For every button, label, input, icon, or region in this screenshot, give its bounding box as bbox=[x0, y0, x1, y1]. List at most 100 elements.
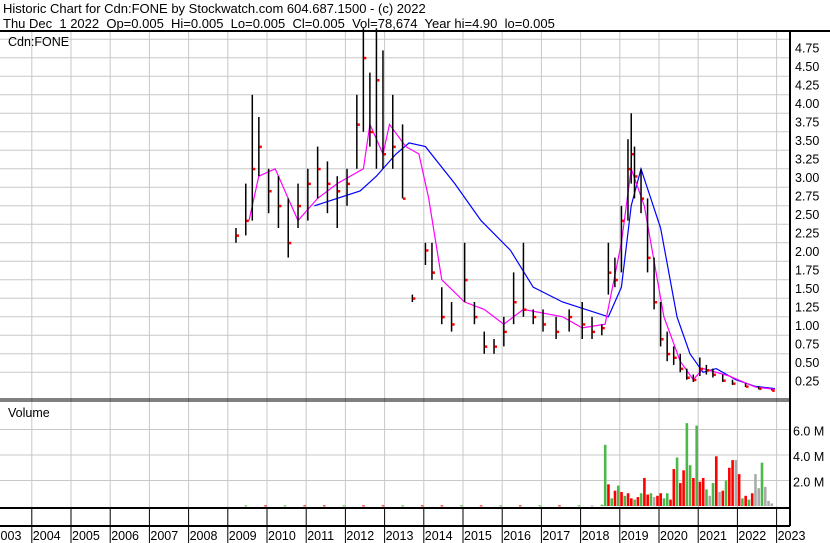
year-tick-label: 2019 bbox=[621, 529, 649, 543]
price-tick-label: 2.50 bbox=[795, 208, 819, 222]
close-dot bbox=[504, 330, 507, 334]
close-dot bbox=[236, 234, 239, 237]
volume-bar bbox=[630, 498, 633, 506]
price-tick-label: 4.00 bbox=[795, 97, 819, 111]
volume-bar bbox=[744, 495, 747, 506]
year-tick-label: 2022 bbox=[738, 529, 766, 543]
price-tick-label: 3.25 bbox=[795, 152, 819, 166]
year-tick-label: 2017 bbox=[542, 529, 570, 543]
volume-bar bbox=[322, 505, 326, 507]
volume-bar bbox=[747, 499, 751, 506]
year-tick-label: 2007 bbox=[150, 529, 178, 543]
volume-bar bbox=[652, 497, 656, 506]
price-tick-label: 0.50 bbox=[795, 356, 819, 370]
price-tick-label: 4.25 bbox=[795, 78, 819, 92]
volume-bar bbox=[649, 493, 653, 506]
close-dot bbox=[494, 345, 498, 348]
year-tick-label: 2016 bbox=[503, 529, 531, 543]
year-tick-label: 2003 bbox=[0, 529, 21, 543]
close-dot bbox=[442, 315, 445, 319]
volume-bar bbox=[460, 505, 463, 507]
close-dot bbox=[452, 323, 455, 326]
volume-bar bbox=[659, 493, 663, 506]
volume-bar bbox=[656, 495, 659, 506]
close-dot bbox=[631, 153, 635, 156]
year-tick-label: 2011 bbox=[307, 529, 334, 543]
close-dot bbox=[648, 256, 651, 260]
volume-bar bbox=[646, 494, 649, 506]
moving-average-long-line bbox=[314, 142, 776, 390]
volume-bar bbox=[708, 495, 712, 506]
volume-bar bbox=[701, 477, 705, 506]
year-tick-label: 2004 bbox=[33, 529, 61, 543]
volume-bar bbox=[711, 483, 715, 506]
volume-bar bbox=[499, 505, 502, 507]
close-dot bbox=[357, 123, 360, 126]
price-tick-label: 1.75 bbox=[795, 263, 819, 277]
volume-bar bbox=[665, 493, 669, 506]
year-tick-label: 2013 bbox=[386, 529, 414, 543]
volume-bar bbox=[264, 505, 267, 507]
close-dot bbox=[318, 167, 321, 171]
price-tick-label: 3.75 bbox=[795, 115, 819, 129]
volume-bar bbox=[705, 489, 708, 506]
volume-panel-label: Volume bbox=[8, 406, 50, 420]
close-dot bbox=[635, 175, 638, 178]
close-dot bbox=[393, 145, 396, 149]
close-dot bbox=[514, 301, 517, 304]
close-dot bbox=[278, 204, 282, 208]
chart-title: Historic Chart for Cdn:FONE by Stockwatc… bbox=[3, 1, 426, 16]
close-dot bbox=[582, 323, 586, 326]
close-dot bbox=[713, 373, 716, 377]
volume-bar bbox=[695, 425, 698, 506]
close-dot bbox=[700, 367, 703, 371]
volume-bar bbox=[692, 477, 695, 506]
close-dot bbox=[376, 79, 380, 82]
close-dot bbox=[432, 271, 435, 274]
volume-bar bbox=[741, 498, 744, 506]
year-tick-label: 2020 bbox=[660, 529, 688, 543]
volume-bar bbox=[620, 491, 623, 506]
volume-bar bbox=[728, 467, 731, 506]
volume-bar bbox=[401, 505, 404, 507]
volume-bar bbox=[682, 470, 685, 506]
volume-bar bbox=[538, 505, 542, 507]
close-dot bbox=[246, 219, 249, 223]
volume-bar bbox=[623, 495, 627, 506]
volume-bar bbox=[757, 488, 761, 506]
volume-bar bbox=[675, 457, 679, 506]
close-dot bbox=[772, 389, 775, 392]
price-tick-label: 1.50 bbox=[795, 282, 819, 296]
volume-bar bbox=[616, 485, 620, 506]
volume-bar bbox=[303, 505, 306, 507]
close-dot bbox=[484, 345, 488, 348]
quote-summary: Thu Dec 1 2022 Op=0.005 Hi=0.005 Lo=0.00… bbox=[3, 16, 555, 31]
volume-bar bbox=[685, 423, 689, 506]
year-tick-label: 2014 bbox=[425, 529, 453, 543]
price-tick-label: 3.00 bbox=[795, 171, 819, 185]
year-tick-label: 2009 bbox=[229, 529, 257, 543]
close-dot bbox=[556, 330, 560, 334]
volume-bar bbox=[721, 490, 725, 506]
price-tick-label: 2.75 bbox=[795, 189, 819, 203]
close-dot bbox=[259, 145, 262, 149]
volume-bar bbox=[420, 505, 424, 507]
close-dot bbox=[592, 330, 596, 334]
volume-bar bbox=[362, 505, 365, 507]
close-dot bbox=[412, 297, 416, 300]
price-tick-label: 4.50 bbox=[795, 60, 819, 74]
volume-bar bbox=[737, 474, 741, 506]
volume-tick-label: 2.0 M bbox=[793, 476, 824, 490]
close-dot bbox=[363, 56, 367, 60]
volume-bar bbox=[607, 484, 610, 506]
close-dot bbox=[347, 182, 351, 186]
price-tick-label: 2.00 bbox=[795, 245, 819, 259]
price-tick-label: 1.00 bbox=[795, 319, 819, 333]
close-dot bbox=[641, 197, 645, 200]
volume-bar bbox=[381, 505, 385, 507]
volume-bar bbox=[577, 505, 581, 507]
close-dot bbox=[425, 249, 429, 252]
close-dot bbox=[693, 378, 697, 382]
close-dot bbox=[661, 338, 664, 341]
close-dot bbox=[370, 130, 373, 134]
